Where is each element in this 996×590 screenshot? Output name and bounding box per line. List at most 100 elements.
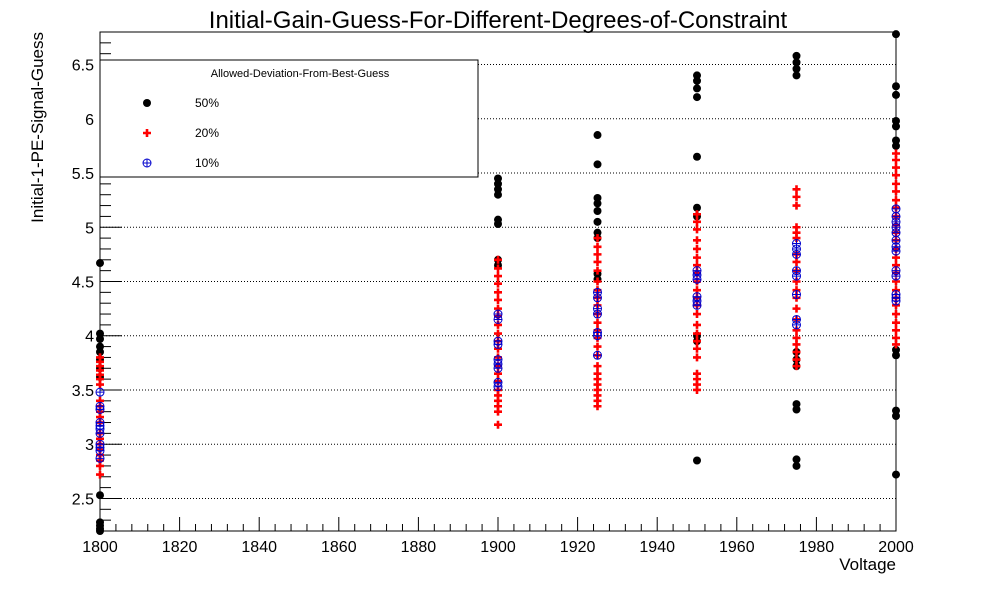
legend: Allowed-Deviation-From-Best-Guess 50% 20%… <box>99 59 479 178</box>
marker-cross <box>792 290 801 299</box>
data-point <box>693 385 701 394</box>
data-point <box>792 249 801 259</box>
data-point <box>692 274 702 284</box>
data-point <box>593 342 602 351</box>
legend-title: Allowed-Deviation-From-Best-Guess <box>211 68 390 80</box>
data-point <box>96 527 104 535</box>
data-point <box>792 461 801 470</box>
x-tick-label: 1940 <box>639 539 675 556</box>
data-point <box>593 277 602 286</box>
data-point <box>593 309 602 319</box>
data-point <box>593 350 602 360</box>
marker-cross <box>892 272 900 281</box>
x-tick-label: 1880 <box>401 539 437 556</box>
data-point <box>892 90 900 99</box>
data-point <box>693 93 701 102</box>
x-tick-label: 1800 <box>82 539 118 556</box>
data-point <box>892 340 900 349</box>
x-tick-label: 1820 <box>162 539 198 556</box>
data-point <box>792 405 801 414</box>
y-tick-label: 4.5 <box>72 275 94 292</box>
data-point <box>892 163 900 172</box>
data-point <box>693 253 701 262</box>
data-point <box>693 310 701 319</box>
data-point <box>892 310 900 319</box>
marker-cross <box>792 320 801 329</box>
data-point <box>494 255 502 264</box>
data-point <box>692 300 702 310</box>
marker-cross <box>892 297 900 306</box>
data-point <box>593 362 602 371</box>
axis-ticks <box>99 31 897 532</box>
data-point <box>892 82 900 91</box>
marker-cross <box>693 275 701 284</box>
data-point <box>494 407 502 416</box>
data-point <box>593 293 602 303</box>
data-point <box>494 288 502 297</box>
marker-cross <box>494 364 502 373</box>
data-point <box>693 337 701 346</box>
data-point <box>95 453 105 463</box>
y-tick-label: 5 <box>85 220 94 237</box>
legend-marker <box>143 99 151 107</box>
data-point <box>593 257 602 266</box>
x-tick-label: 1900 <box>480 539 516 556</box>
data-point <box>792 271 801 281</box>
marker-cross <box>593 331 602 340</box>
data-point <box>95 428 105 438</box>
data-point <box>792 304 801 313</box>
data-point <box>96 259 104 268</box>
data-point <box>96 348 104 357</box>
data-point <box>792 201 801 210</box>
legend-box <box>99 59 479 178</box>
data-point <box>892 412 900 421</box>
marker-cross <box>494 382 502 391</box>
data-point <box>892 122 900 131</box>
data-point <box>493 339 503 349</box>
data-point <box>792 257 801 266</box>
data-point <box>693 203 701 212</box>
marker-cross <box>593 293 602 302</box>
x-tick-label: 1960 <box>719 539 755 556</box>
data-point <box>792 51 801 60</box>
data-point <box>593 234 602 243</box>
data-point <box>792 185 801 194</box>
chart-title: Initial-Gain-Guess-For-Different-Degrees… <box>209 7 788 34</box>
data-point <box>693 76 701 85</box>
data-point <box>891 246 901 256</box>
data-point <box>892 171 900 180</box>
data-point <box>693 236 701 245</box>
x-axis-label: Voltage <box>839 555 896 574</box>
data-point <box>593 402 602 411</box>
y-tick-label: 5.5 <box>72 166 94 183</box>
data-point <box>693 210 701 219</box>
data-point <box>493 314 503 324</box>
data-point <box>693 217 701 226</box>
y-tick-label: 2.5 <box>72 491 94 508</box>
data-point <box>693 344 701 353</box>
legend-entries: 50% 20% 10% <box>142 96 219 170</box>
legend-marker <box>143 129 151 137</box>
data-point <box>593 318 602 327</box>
marker-cross <box>96 405 104 414</box>
marker-cross <box>892 228 900 237</box>
data-point <box>891 204 901 214</box>
data-point <box>593 266 602 275</box>
data-point <box>792 362 801 371</box>
data-point <box>892 351 900 360</box>
data-point <box>494 190 502 199</box>
data-point <box>891 271 901 281</box>
data-point <box>494 279 502 288</box>
data-point <box>693 84 701 93</box>
y-tick-label: 6 <box>85 112 94 129</box>
x-tick-label: 1840 <box>241 539 277 556</box>
y-tick-label: 4 <box>85 329 94 346</box>
data-point <box>792 320 801 330</box>
data-point <box>892 318 900 327</box>
data-point <box>593 250 602 259</box>
legend-marker <box>142 158 152 168</box>
data-point <box>593 217 602 226</box>
data-point <box>493 382 503 392</box>
marker-cross <box>792 272 801 281</box>
marker-cross <box>96 454 104 463</box>
